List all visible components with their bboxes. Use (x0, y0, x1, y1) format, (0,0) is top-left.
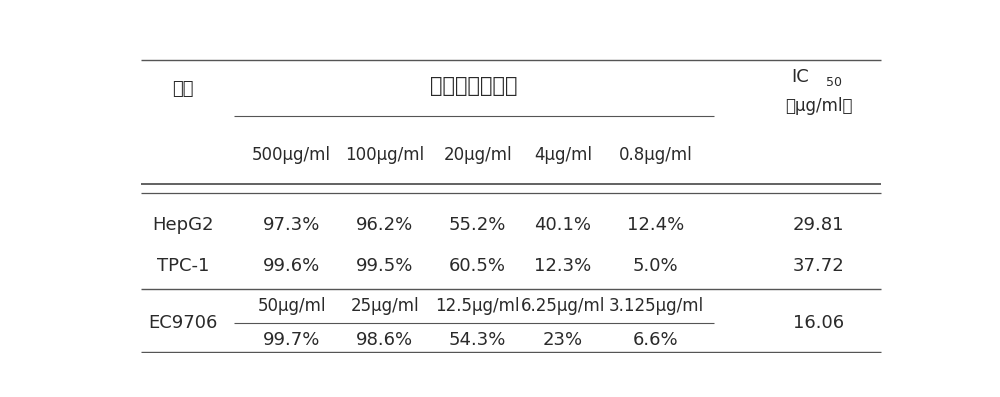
Text: 20μg/ml: 20μg/ml (443, 146, 512, 164)
Text: 50: 50 (826, 76, 842, 89)
Text: 37.72: 37.72 (793, 257, 844, 275)
Text: 6.25μg/ml: 6.25μg/ml (521, 297, 605, 315)
Text: 54.3%: 54.3% (449, 331, 506, 349)
Text: 23%: 23% (543, 331, 583, 349)
Text: 12.4%: 12.4% (627, 216, 684, 234)
Text: 60.5%: 60.5% (449, 257, 506, 275)
Text: 25μg/ml: 25μg/ml (350, 297, 419, 315)
Text: 6.6%: 6.6% (633, 331, 679, 349)
Text: 99.6%: 99.6% (263, 257, 320, 275)
Text: 98.6%: 98.6% (356, 331, 413, 349)
Text: 12.3%: 12.3% (534, 257, 592, 275)
Text: 3.125μg/ml: 3.125μg/ml (608, 297, 703, 315)
Text: 细胞: 细胞 (172, 80, 194, 98)
Text: HepG2: HepG2 (152, 216, 214, 234)
Text: 16.06: 16.06 (793, 314, 844, 332)
Text: 100μg/ml: 100μg/ml (345, 146, 424, 164)
Text: （μg/ml）: （μg/ml） (785, 97, 852, 115)
Text: 乙醚提取物浓度: 乙醚提取物浓度 (430, 76, 518, 96)
Text: 500μg/ml: 500μg/ml (252, 146, 331, 164)
Text: 5.0%: 5.0% (633, 257, 679, 275)
Text: 12.5μg/ml: 12.5μg/ml (435, 297, 520, 315)
Text: 96.2%: 96.2% (356, 216, 413, 234)
Text: EC9706: EC9706 (148, 314, 218, 332)
Text: 99.5%: 99.5% (356, 257, 413, 275)
Text: 99.7%: 99.7% (263, 331, 320, 349)
Text: TPC-1: TPC-1 (157, 257, 209, 275)
Text: 4μg/ml: 4μg/ml (534, 146, 592, 164)
Text: IC: IC (792, 67, 809, 86)
Text: 0.8μg/ml: 0.8μg/ml (619, 146, 693, 164)
Text: 40.1%: 40.1% (534, 216, 591, 234)
Text: 97.3%: 97.3% (263, 216, 320, 234)
Text: 55.2%: 55.2% (449, 216, 506, 234)
Text: 50μg/ml: 50μg/ml (257, 297, 326, 315)
Text: 29.81: 29.81 (793, 216, 844, 234)
